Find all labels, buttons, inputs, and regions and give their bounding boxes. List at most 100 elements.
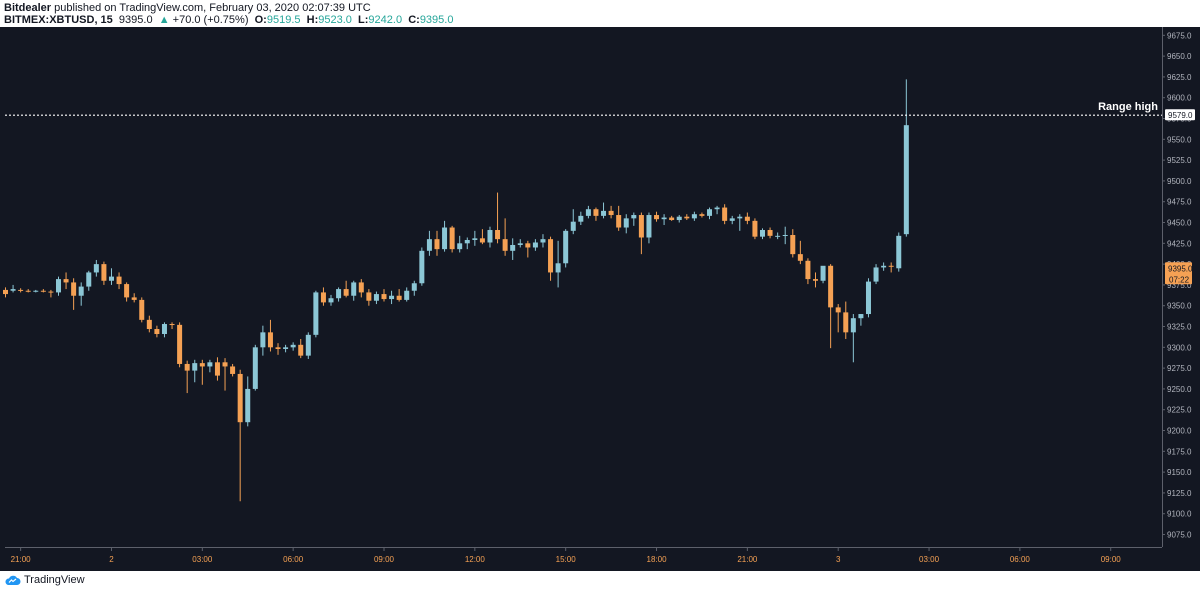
time-tick-label: 21:00 <box>737 555 758 564</box>
range-high-line[interactable]: Range high <box>5 101 1162 116</box>
time-tick-label: 21:00 <box>11 555 32 564</box>
candle-body <box>631 215 637 219</box>
price-tick-label: 9425.0 <box>1167 239 1192 248</box>
candle-body <box>729 218 735 221</box>
candle <box>192 359 198 383</box>
candle <box>116 272 122 290</box>
last-price-label: 9395.0 <box>1168 264 1193 273</box>
price-tick-label: 9525.0 <box>1167 156 1192 165</box>
candle-body <box>63 279 69 283</box>
candle <box>78 282 84 306</box>
price-tick-label: 9550.0 <box>1167 135 1192 144</box>
price-tick-label: 9200.0 <box>1167 427 1192 436</box>
time-tick-label: 15:00 <box>556 555 577 564</box>
candle-body <box>260 332 266 348</box>
candle <box>449 225 455 253</box>
low-value: 9242.0 <box>368 14 403 26</box>
candle-body <box>570 221 576 231</box>
candle <box>320 287 326 306</box>
price-tick-label: 9225.0 <box>1167 406 1192 415</box>
candle-body <box>646 215 652 238</box>
candle-body <box>93 264 99 273</box>
candle <box>646 212 652 244</box>
symbol-info: BITMEX:XBTUSD, 15 9395.0 ▲ +70.0 (+0.75%… <box>4 14 453 26</box>
candle-body <box>25 290 31 292</box>
time-tick-label: 12:00 <box>465 555 486 564</box>
candle-body <box>555 263 561 273</box>
candle-body <box>737 216 743 219</box>
open-value: 9519.5 <box>266 14 301 26</box>
candle-body <box>207 362 213 367</box>
candle-body <box>510 244 516 251</box>
price-tick-label: 9675.0 <box>1167 31 1192 40</box>
candle-body <box>608 210 614 216</box>
candle-body <box>858 314 864 319</box>
candle <box>752 218 758 240</box>
price-tick-label: 9275.0 <box>1167 364 1192 373</box>
candle <box>283 344 289 353</box>
candle-body <box>71 282 77 296</box>
candle-body <box>10 289 16 291</box>
candle-body <box>381 294 387 300</box>
candle <box>389 290 395 305</box>
range-high-price-label: 9579.0 <box>1168 111 1193 120</box>
time-tick-label: 03:00 <box>919 555 940 564</box>
close-label: C: <box>408 14 420 26</box>
candle <box>18 288 24 293</box>
candle-body <box>835 307 841 313</box>
published-text: published on TradingView.com, February 0… <box>54 2 371 14</box>
price-tick-label: 9125.0 <box>1167 489 1192 498</box>
candle <box>896 232 902 272</box>
candle-body <box>775 235 781 237</box>
time-tick-label: 06:00 <box>1010 555 1031 564</box>
candle-body <box>479 238 485 243</box>
candle <box>676 215 682 223</box>
candle <box>714 205 720 215</box>
candle-body <box>124 284 130 298</box>
candle-body <box>585 209 591 216</box>
candle-body <box>199 363 205 367</box>
candle-body <box>623 218 629 228</box>
candle-body <box>237 373 243 423</box>
candle <box>828 264 834 349</box>
candle <box>540 234 546 248</box>
candle-body <box>820 265 826 281</box>
time-tick-label: 06:00 <box>283 555 304 564</box>
price-axis[interactable]: 9075.0 9100.0 9125.0 9150.0 9175.0 9200.0 9225… <box>1162 27 1195 547</box>
candle <box>661 214 667 226</box>
candle <box>298 339 304 359</box>
candle <box>3 287 8 298</box>
candle <box>601 202 607 219</box>
candle-body <box>548 239 554 273</box>
candle-body <box>744 216 750 221</box>
change-arrow-icon: ▲ <box>158 14 170 26</box>
candle-body <box>684 216 690 219</box>
candle-body <box>358 282 364 293</box>
tradingview-logo[interactable]: TradingView <box>4 574 85 586</box>
candle <box>888 262 894 273</box>
candle-body <box>532 242 538 248</box>
candle-body <box>320 292 326 303</box>
publisher-name[interactable]: Bitdealer <box>4 2 52 14</box>
candle-body <box>760 230 765 237</box>
cloud-icon <box>5 575 21 585</box>
candle-body <box>699 214 705 216</box>
candle-body <box>654 215 660 220</box>
candle-body <box>336 289 342 299</box>
time-axis[interactable]: 21:00 2 03:00 06:00 09:00 12:00 15:00 18:00 21:0… <box>5 547 1162 564</box>
last-price: 9395.0 <box>118 14 153 26</box>
chart-area[interactable]: Range high 9075.0 9100.0 9125.0 9150.0 9175.… <box>0 27 1200 571</box>
candle-body <box>434 239 440 250</box>
candle <box>10 284 16 293</box>
open-label: O: <box>254 14 267 26</box>
time-tick-label: 09:00 <box>374 555 395 564</box>
candle-body <box>707 209 713 216</box>
candle-body <box>790 235 796 255</box>
price-tick-label: 9300.0 <box>1167 343 1192 352</box>
candle-body <box>313 292 319 335</box>
candle-body <box>267 332 273 348</box>
candle <box>146 315 152 333</box>
price-tick-label: 9450.0 <box>1167 219 1192 228</box>
candle <box>161 322 167 338</box>
candle <box>290 342 296 351</box>
